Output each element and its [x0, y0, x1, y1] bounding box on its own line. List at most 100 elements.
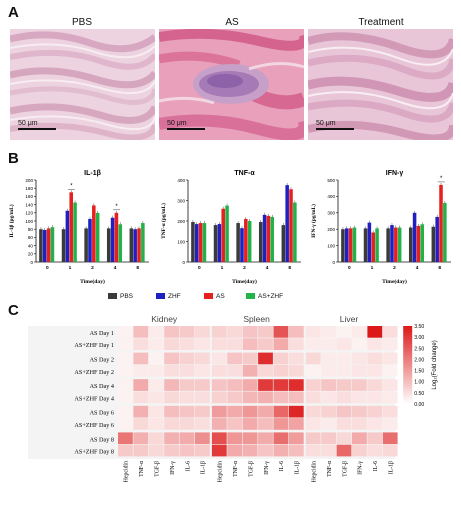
heatmap-cell: [118, 444, 133, 457]
bar-as-zhf-day-8: [141, 223, 145, 262]
row-label: AS+ZHF Day 2: [74, 369, 114, 376]
heatmap-cell: [148, 444, 164, 457]
heatmap-cell: [352, 391, 367, 404]
heatmap-cell: [227, 379, 243, 391]
heatmap-cell: [133, 391, 149, 404]
legend-swatch-zhf: [156, 293, 165, 300]
bar-zhf-day-4: [110, 217, 115, 262]
colorbar-tick-label: 0.00: [414, 402, 424, 408]
heatmap-cell: [273, 352, 289, 365]
heatmap-cell: [179, 379, 195, 391]
heatmap-cell: [148, 391, 164, 404]
bar-as-zhf-day-4: [420, 224, 425, 262]
bar-zhf-day-8: [435, 216, 439, 262]
heatmap-cell: [195, 432, 210, 445]
heatmap-cell: [258, 432, 273, 445]
heatmap-cell: [179, 391, 195, 404]
legend-swatch-pbs: [108, 293, 117, 300]
heatmap-cell: [305, 444, 321, 457]
x-axis-label: Time(day): [80, 278, 105, 285]
heatmap-cell: [118, 379, 133, 391]
column-label: TNF-α: [139, 461, 145, 477]
heatmap-cell: [211, 338, 227, 350]
heatmap-cell: [195, 391, 210, 404]
heatmap-cell: [258, 338, 273, 350]
heatmap-cell: [273, 364, 289, 377]
row-label: AS Day 2: [90, 356, 114, 363]
y-tick-label: 100: [25, 219, 33, 224]
y-tick-label: 100: [177, 239, 185, 244]
heatmap-cell: [273, 432, 289, 445]
heatmap-cell: [382, 418, 398, 430]
row-label: AS+ZHF Day 8: [74, 449, 114, 456]
heatmap-cell: [367, 405, 383, 418]
column-label: IL-1β: [389, 461, 395, 474]
heatmap-cell: [305, 352, 321, 365]
heatmap-cell: [148, 364, 164, 377]
row-label: AS Day 8: [90, 436, 114, 443]
y-tick-label: 300: [177, 198, 185, 203]
y-tick-label: 160: [25, 194, 33, 199]
heatmap-cell: [367, 326, 383, 338]
x-axis-label: Time(day): [382, 278, 407, 285]
heatmap-cell: [148, 352, 164, 365]
heatmap-cell: [258, 444, 273, 457]
heatmap-cell: [164, 379, 179, 391]
x-tick-label: 4: [266, 265, 269, 271]
colorbar-title: Log₂(Fold change): [432, 340, 438, 389]
heatmap-cell: [164, 326, 179, 338]
heatmap-cell: [258, 379, 273, 391]
bar-as-day-4: [114, 212, 119, 262]
row-label: AS Day 6: [90, 410, 114, 417]
heatmap-cell: [382, 338, 398, 350]
heatmap-cell: [195, 338, 210, 350]
x-tick-label: 4: [114, 265, 117, 271]
y-tick-label: 180: [25, 186, 33, 191]
legend-label-as: AS: [216, 293, 225, 300]
heatmap-cell: [148, 418, 164, 430]
significance-marker: *: [70, 183, 73, 189]
heatmap-cell: [382, 444, 398, 457]
panel-letter-a: A: [8, 4, 19, 21]
y-tick-label: 400: [177, 178, 185, 183]
y-tick-label: 20: [28, 252, 34, 257]
heatmap-cell: [288, 418, 304, 430]
heatmap-cell: [367, 338, 383, 350]
group-label-spleen: Spleen: [243, 314, 270, 324]
heatmap-cell: [164, 405, 179, 418]
y-tick-label: 140: [25, 202, 33, 207]
x-tick-label: 1: [371, 265, 374, 271]
x-tick-label: 2: [393, 265, 396, 271]
heatmap-cell: [273, 326, 289, 338]
heatmap-cell: [211, 364, 227, 377]
x-tick-label: 0: [348, 265, 351, 271]
legend-label-pbs: PBS: [120, 293, 134, 300]
heatmap-chart: Kidney Spleen Liver AS Day 1 AS+ZHF Day 1 AS …: [28, 314, 438, 482]
heatmap-cell: [148, 432, 164, 445]
heatmap-cell: [242, 364, 258, 377]
heatmap-cell: [227, 418, 243, 430]
heatmap-cell: [367, 444, 383, 457]
legend-label-as-zhf: AS+ZHF: [258, 293, 284, 300]
he-image-as: 50 μm: [159, 29, 304, 140]
heatmap-cell: [352, 352, 367, 365]
bar-as-day-1: [371, 232, 375, 262]
heatmap-cell: [227, 352, 243, 365]
heatmap-cell: [336, 352, 352, 365]
bar-pbs-day-2: [236, 223, 240, 262]
heatmap-cell: [321, 379, 336, 391]
bar-as-day-1: [69, 192, 73, 262]
heatmap-cell: [288, 405, 304, 418]
heatmap-cell: [211, 432, 227, 445]
scale-label: 50 μm: [167, 120, 187, 127]
heatmap-cell: [133, 364, 149, 377]
heatmap-cell: [367, 432, 383, 445]
heatmap-cell: [258, 391, 273, 404]
bar-as-day-0: [348, 228, 353, 262]
column-label: Hepcidin: [312, 461, 318, 482]
significance-marker: *: [115, 204, 118, 210]
heatmap-cell: [336, 326, 352, 338]
colorbar-tick-label: 1.00: [414, 380, 424, 386]
y-tick-label: 200: [327, 227, 335, 232]
y-tick-label: 0: [182, 260, 185, 265]
